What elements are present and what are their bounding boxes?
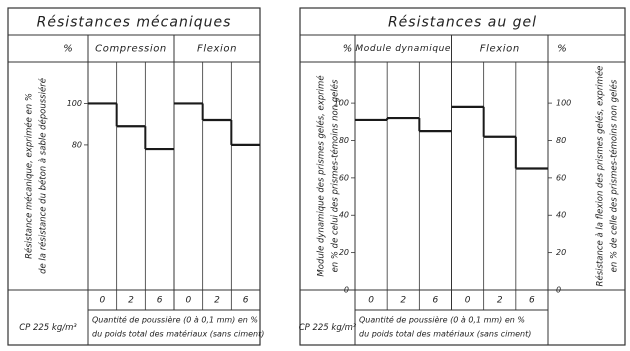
x-tick-label: 2 bbox=[128, 296, 134, 306]
y2-tick-label: 40 bbox=[556, 211, 566, 220]
footer-label: CP 225 kg/m³ bbox=[19, 323, 77, 333]
y-tick-label: 20 bbox=[339, 248, 349, 257]
x-tick-label: 2 bbox=[214, 296, 220, 306]
y-tick-label: 80 bbox=[339, 136, 349, 145]
y-tick-label: 0 bbox=[344, 286, 349, 295]
corner-label: % bbox=[557, 44, 567, 55]
y-tick-label: 100 bbox=[334, 99, 349, 108]
x-axis-label: Quantité de poussière (0 à 0,1 mm) en % bbox=[359, 315, 525, 325]
y-tick-label: 60 bbox=[339, 173, 349, 182]
y2-tick-label: 60 bbox=[556, 173, 566, 182]
legend-label: Flexion bbox=[480, 44, 520, 55]
x-tick-label: 0 bbox=[185, 296, 191, 306]
panel-frame bbox=[299, 7, 626, 346]
y-axis-label: Module dynamique des prismes gelés, expr… bbox=[316, 75, 327, 276]
y2-axis-label: Résistance à la flexion des prismes gelé… bbox=[595, 66, 606, 287]
x-tick-label: 2 bbox=[497, 296, 503, 306]
panel-frame bbox=[7, 7, 261, 346]
y2-tick-label: 80 bbox=[556, 136, 566, 145]
x-tick-label: 0 bbox=[465, 296, 471, 306]
x-axis-label: du poids total des matériaux (sans cimen… bbox=[92, 329, 264, 339]
y-tick-label: 80 bbox=[72, 140, 82, 149]
legend-label: Flexion bbox=[197, 44, 237, 55]
x-tick-label: 6 bbox=[243, 296, 249, 306]
y2-tick-label: 20 bbox=[556, 248, 566, 257]
panel-title: Résistances au gel bbox=[388, 15, 537, 31]
footer-label: CP 225 kg/m³ bbox=[299, 323, 357, 333]
y-tick-label: 100 bbox=[67, 99, 82, 108]
y2-tick-label: 0 bbox=[556, 286, 561, 295]
corner-label: % bbox=[343, 44, 353, 55]
x-axis-label: Quantité de poussière (0 à 0,1 mm) en % bbox=[92, 315, 258, 325]
legend-label: Compression bbox=[95, 44, 167, 55]
y-tick-label: 40 bbox=[339, 211, 349, 220]
x-tick-label: 0 bbox=[368, 296, 374, 306]
x-axis-label: du poids total des matériaux (sans cimen… bbox=[359, 329, 531, 339]
y-axis-label: en % de celui des prismes-témoins non ge… bbox=[330, 79, 341, 272]
y2-tick-label: 100 bbox=[556, 99, 571, 108]
x-tick-label: 0 bbox=[99, 296, 105, 306]
x-tick-label: 6 bbox=[433, 296, 439, 306]
y2-axis-label: en % de celle des prismes-témoins non ge… bbox=[609, 79, 620, 272]
y-axis-label: Résistance mécanique, exprimée en % bbox=[24, 93, 35, 259]
legend-label: Module dynamique bbox=[355, 44, 451, 54]
x-tick-label: 6 bbox=[529, 296, 535, 306]
x-tick-label: 6 bbox=[157, 296, 163, 306]
panel-title: Résistances mécaniques bbox=[37, 15, 232, 31]
x-tick-label: 2 bbox=[400, 296, 406, 306]
y-axis-label: de la résistance du béton à sable dépous… bbox=[38, 78, 49, 274]
corner-label: % bbox=[63, 44, 73, 55]
